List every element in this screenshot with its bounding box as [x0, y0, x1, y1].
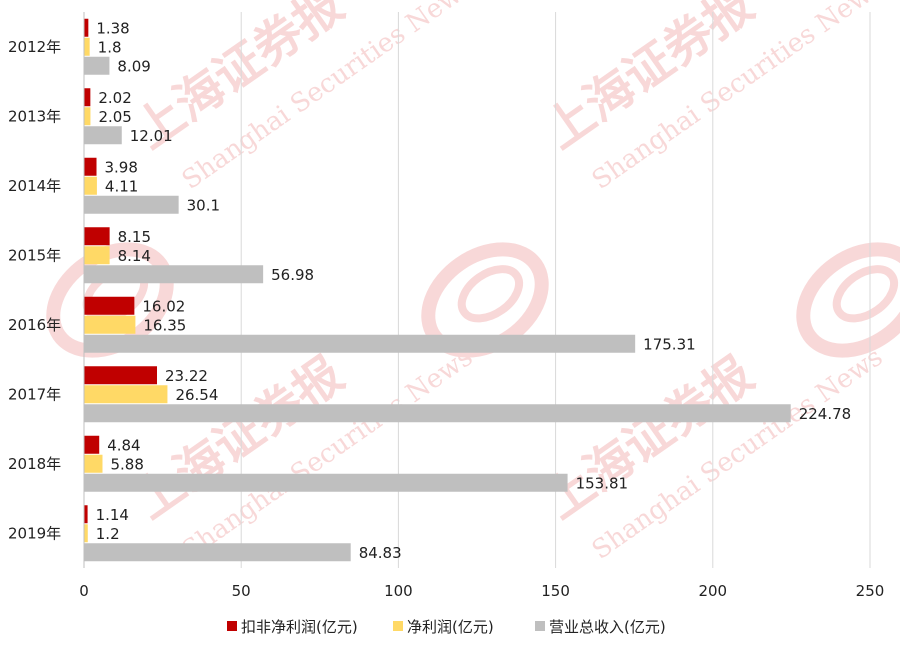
legend-swatch: [535, 621, 545, 631]
category-label: 2012年: [8, 38, 61, 56]
bar: [84, 385, 168, 404]
legend: 扣非净利润(亿元) 净利润(亿元) 营业总收入(亿元): [227, 618, 666, 636]
data-label: 8.15: [118, 228, 151, 246]
data-label: 84.83: [359, 544, 402, 562]
data-label: 23.22: [165, 367, 208, 385]
legend-label: 扣非净利润(亿元): [241, 618, 358, 636]
bar: [84, 454, 103, 473]
bar: [84, 88, 91, 107]
data-label: 2.02: [98, 89, 131, 107]
legend-item: 营业总收入(亿元): [535, 618, 666, 636]
bar: [84, 315, 136, 334]
data-label: 153.81: [576, 474, 629, 492]
bar: [84, 107, 91, 126]
category-label: 2014年: [8, 177, 61, 195]
data-label: 3.98: [105, 158, 138, 176]
category-label: 2016年: [8, 316, 61, 334]
bar: [84, 435, 100, 454]
bar: [84, 366, 158, 385]
bar: [84, 227, 110, 246]
category-label: 2015年: [8, 246, 61, 264]
bars: [84, 18, 791, 562]
bar: [84, 126, 122, 145]
bar: [84, 176, 97, 195]
data-label: 1.8: [98, 38, 122, 56]
legend-label: 净利润(亿元): [407, 618, 494, 636]
bar: [84, 246, 110, 265]
data-label: 16.35: [143, 316, 186, 334]
data-label: 8.09: [117, 57, 150, 75]
bar: [84, 37, 90, 56]
legend-item: 扣非净利润(亿元): [227, 618, 358, 636]
legend-swatch: [227, 621, 237, 631]
data-label: 26.54: [175, 386, 218, 404]
data-label: 8.14: [118, 247, 151, 265]
data-label: 224.78: [799, 405, 852, 423]
bar: [84, 56, 110, 75]
watermark-logo: [796, 242, 900, 358]
bar: [84, 505, 88, 524]
data-label: 1.2: [96, 525, 120, 543]
bar: [84, 195, 179, 214]
axes: 0 50 100 150 200 250 2012年 2013年 2014年 2015年 2016年…: [8, 12, 884, 600]
bar: [84, 543, 351, 562]
x-tick-label: 200: [698, 582, 727, 600]
bar: [84, 404, 791, 423]
data-label: 2.05: [98, 108, 131, 126]
data-label: 16.02: [142, 297, 185, 315]
x-tick-label: 100: [384, 582, 413, 600]
legend-swatch: [393, 621, 403, 631]
bar: [84, 473, 568, 492]
data-label: 1.38: [96, 19, 129, 37]
data-label: 175.31: [643, 335, 696, 353]
x-tick-label: 0: [79, 582, 89, 600]
category-label: 2013年: [8, 107, 61, 125]
x-tick-label: 150: [541, 582, 570, 600]
bar: [84, 18, 89, 37]
bar: [84, 296, 135, 315]
data-label: 56.98: [271, 266, 314, 284]
legend-item: 净利润(亿元): [393, 618, 494, 636]
data-label: 1.14: [96, 506, 129, 524]
data-label: 12.01: [130, 127, 173, 145]
category-label: 2018年: [8, 455, 61, 473]
bar: [84, 334, 636, 353]
bar: [84, 157, 97, 176]
data-label: 5.88: [110, 455, 143, 473]
legend-label: 营业总收入(亿元): [549, 618, 666, 636]
bar: [84, 265, 264, 284]
data-label: 30.1: [187, 196, 220, 214]
bar: [84, 524, 88, 543]
data-label: 4.84: [107, 436, 140, 454]
category-label: 2017年: [8, 385, 61, 403]
category-label: 2019年: [8, 524, 61, 542]
x-tick-label: 50: [232, 582, 251, 600]
x-tick-label: 250: [856, 582, 885, 600]
data-label: 4.11: [105, 177, 138, 195]
